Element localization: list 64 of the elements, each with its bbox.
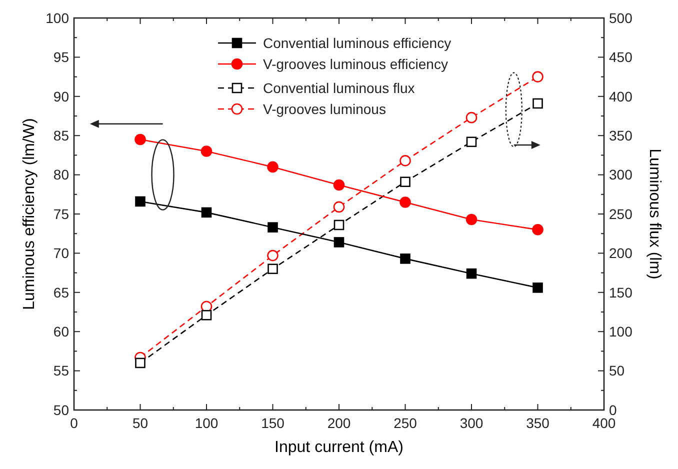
y-tick-label: 65 xyxy=(53,284,70,300)
y2-tick-label: 400 xyxy=(609,88,633,104)
y2-tick-label: 500 xyxy=(609,10,633,26)
x-tick-label: 100 xyxy=(194,415,218,431)
y2-tick-label: 200 xyxy=(609,245,633,262)
y-tick-label: 55 xyxy=(53,362,70,379)
y-tick-label: 90 xyxy=(53,88,70,104)
point xyxy=(532,71,544,82)
point xyxy=(134,134,146,146)
point xyxy=(201,310,212,320)
y-axis-title: Luminous efficiency (lm/W) xyxy=(21,118,38,310)
y2-tick-label: 300 xyxy=(609,166,633,183)
y2-tick-label: 150 xyxy=(609,284,633,300)
point xyxy=(466,112,478,124)
x-axis-title: Input current (mA) xyxy=(274,439,404,456)
y-tick-label: 95 xyxy=(53,49,70,66)
x-tick-label: 150 xyxy=(261,415,285,431)
y2-tick-label: 250 xyxy=(609,206,633,222)
point xyxy=(400,196,411,208)
y-tick-label: 100 xyxy=(46,10,70,26)
point xyxy=(532,282,543,293)
x-tick-label: 350 xyxy=(526,415,550,431)
legend-label: Convential luminous efficiency xyxy=(263,34,452,51)
point xyxy=(268,264,278,274)
x-tick-label: 50 xyxy=(132,415,148,431)
x-tick-label: 200 xyxy=(327,415,351,431)
x-tick-label: 0 xyxy=(70,415,78,431)
y2-tick-label: 350 xyxy=(609,128,633,144)
point xyxy=(333,201,345,213)
point xyxy=(267,161,278,173)
y2-tick-label: 50 xyxy=(609,362,625,379)
x-tick-label: 300 xyxy=(460,415,484,431)
legend-label: Convential luminous flux xyxy=(263,80,415,96)
x-tick-label: 250 xyxy=(394,415,418,431)
point xyxy=(201,207,212,218)
y-tick-label: 85 xyxy=(53,128,70,144)
point xyxy=(400,155,411,166)
point xyxy=(333,179,345,191)
y2-tick-label: 450 xyxy=(609,49,633,66)
point xyxy=(267,250,278,262)
legend-label: V-grooves luminous efficiency xyxy=(263,56,448,72)
point xyxy=(532,224,544,236)
point xyxy=(400,176,410,188)
point xyxy=(466,136,477,148)
y-tick-label: 60 xyxy=(53,324,70,340)
point xyxy=(400,254,410,264)
legend-label: V-grooves luminous xyxy=(263,100,386,117)
point xyxy=(334,220,344,230)
y-tick-label: 75 xyxy=(53,206,70,222)
point xyxy=(334,237,344,248)
point xyxy=(135,358,146,368)
y-tick-label: 50 xyxy=(53,402,70,418)
point xyxy=(466,268,477,279)
y-tick-label: 80 xyxy=(53,166,70,183)
point xyxy=(466,214,478,226)
x-tick-label: 400 xyxy=(592,415,616,431)
y2-axis-title: Luminous flux (lm) xyxy=(646,148,663,280)
point xyxy=(200,146,212,157)
point xyxy=(268,222,278,232)
y2-tick-label: 100 xyxy=(609,324,633,340)
y2-tick-label: 0 xyxy=(609,402,617,418)
point xyxy=(532,98,543,109)
y-tick-label: 70 xyxy=(53,245,70,262)
point xyxy=(135,196,146,207)
